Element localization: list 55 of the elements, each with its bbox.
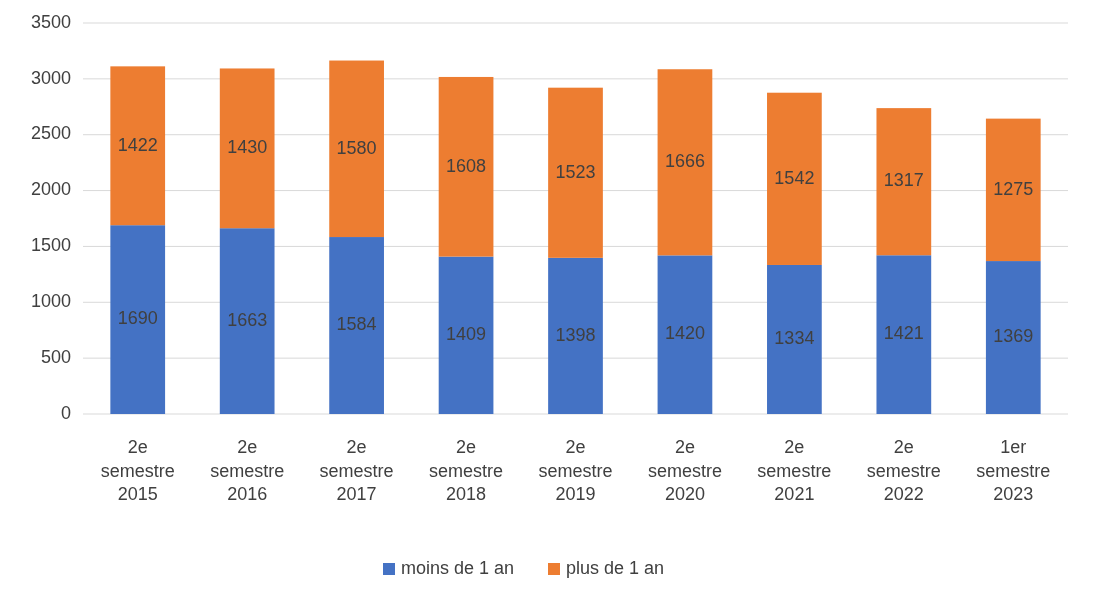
data-label: 1409 (446, 324, 487, 345)
data-label: 1608 (446, 155, 487, 176)
x-tick-label: 2e semestre 2018 (429, 437, 504, 505)
bar (657, 255, 713, 414)
data-label: 1580 (336, 137, 377, 158)
y-tick-label: 2000 (30, 179, 71, 200)
bar (985, 118, 1041, 262)
bar (548, 257, 603, 414)
bar (219, 228, 275, 414)
bar (329, 237, 384, 414)
x-tick-label: 2e semestre 2016 (210, 437, 285, 505)
bar (876, 255, 932, 414)
bar (110, 225, 166, 414)
x-tick-label: 1er semestre 2023 (976, 437, 1051, 505)
bar (438, 76, 494, 257)
bar (329, 60, 384, 238)
data-label: 1663 (227, 309, 268, 330)
data-label: 1584 (336, 314, 377, 335)
bar (657, 69, 713, 256)
data-label: 1420 (664, 323, 705, 344)
data-label: 1275 (993, 178, 1034, 199)
x-tick-label: 2e semestre 2020 (647, 437, 722, 505)
data-label: 1690 (117, 308, 158, 329)
x-tick-label: 2e semestre 2015 (100, 437, 175, 505)
data-label: 1398 (555, 324, 596, 345)
y-tick-label: 3500 (30, 11, 71, 32)
x-tick-label: 2e semestre 2017 (319, 437, 394, 505)
data-label: 1421 (883, 323, 924, 344)
y-tick-label: 3000 (30, 67, 71, 88)
y-tick-label: 2500 (30, 123, 71, 144)
bar (985, 261, 1041, 414)
bar (548, 87, 603, 258)
legend-label: moins de 1 an (401, 557, 515, 578)
y-tick-label: 500 (40, 346, 71, 367)
x-tick-label: 2e semestre 2021 (757, 437, 832, 505)
x-tick-label: 2e semestre 2019 (538, 437, 613, 505)
bar (767, 92, 822, 265)
y-tick-label: 0 (60, 402, 71, 423)
data-label: 1542 (774, 167, 815, 188)
data-label: 1334 (774, 328, 815, 349)
data-label: 1369 (993, 326, 1034, 347)
y-tick-label: 1000 (30, 291, 71, 312)
bar (438, 256, 494, 414)
bar (219, 68, 275, 229)
data-label: 1666 (664, 151, 705, 172)
y-tick-label: 1500 (30, 235, 71, 256)
data-label: 1430 (227, 137, 268, 158)
data-label: 1422 (117, 134, 158, 155)
data-label: 1523 (555, 161, 596, 182)
data-label: 1317 (883, 170, 924, 191)
bar (767, 264, 822, 414)
bar (876, 108, 932, 256)
x-tick-label: 2e semestre 2022 (866, 437, 941, 505)
bar (110, 66, 166, 226)
legend-label: plus de 1 an (566, 557, 665, 578)
